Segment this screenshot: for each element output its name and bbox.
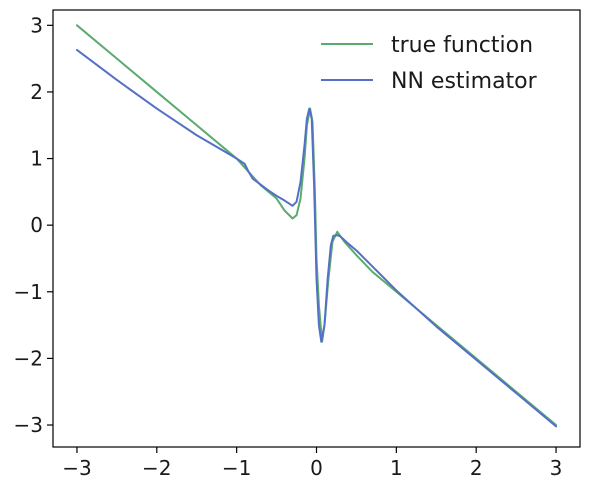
- y-tick-label: −3: [14, 413, 43, 437]
- legend: true function NN estimator: [321, 33, 538, 94]
- y-tick-label: 1: [30, 147, 43, 171]
- legend-label-nn-estimator: NN estimator: [391, 69, 538, 94]
- series-line-nn-estimator: [75, 48, 558, 428]
- y-tick-label: 0: [30, 213, 43, 237]
- x-axis: −3 −2 −1 0 1 2 3: [62, 447, 562, 480]
- x-tick-label: −1: [222, 456, 251, 480]
- legend-label-true-function: true function: [391, 33, 533, 58]
- y-axis: −3 −2 −1 0 1 2 3: [14, 13, 53, 437]
- y-tick-label: 2: [30, 80, 43, 104]
- x-tick-label: −3: [62, 456, 91, 480]
- series-layer: [75, 24, 558, 428]
- x-tick-label: −2: [142, 456, 171, 480]
- y-tick-label: −1: [14, 280, 43, 304]
- x-tick-label: 1: [390, 456, 403, 480]
- y-tick-label: −2: [14, 346, 43, 370]
- x-tick-label: 2: [470, 456, 483, 480]
- x-tick-label: 3: [550, 456, 563, 480]
- y-tick-label: 3: [30, 13, 43, 37]
- x-tick-label: 0: [310, 456, 323, 480]
